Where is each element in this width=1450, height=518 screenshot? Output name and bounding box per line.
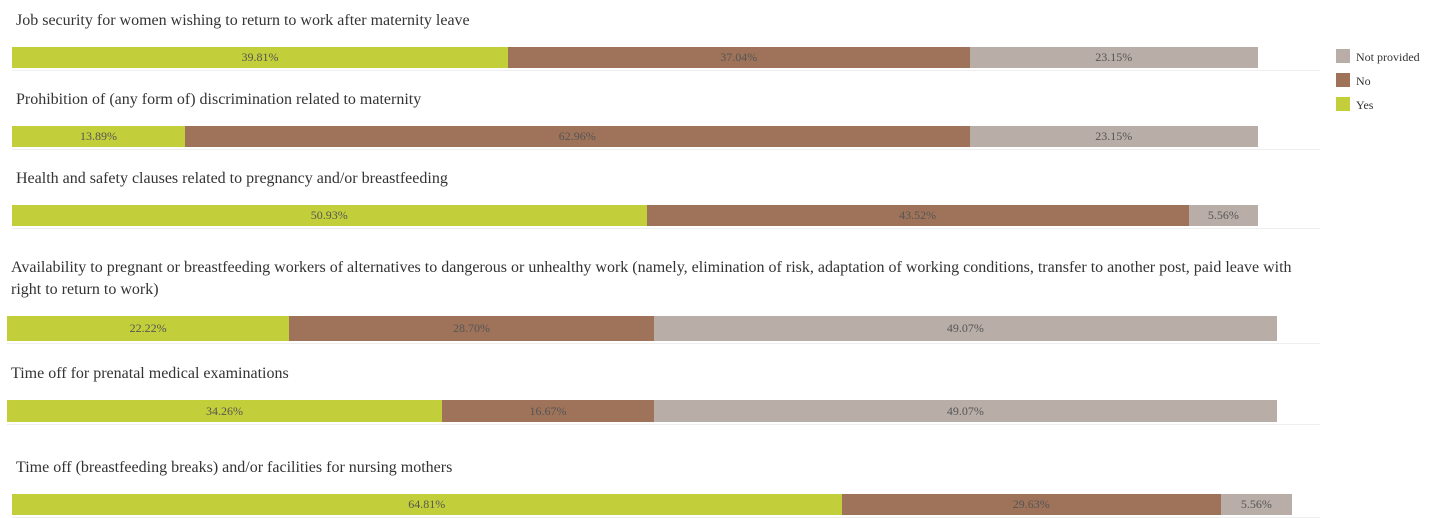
- row-title: Prohibition of (any form of) discriminat…: [16, 91, 422, 108]
- bar-segment: 16.67%: [442, 400, 654, 422]
- bar-segment: 64.81%: [12, 494, 842, 515]
- bar-segment: 23.15%: [969, 126, 1258, 147]
- bar-segment: 62.96%: [185, 126, 970, 147]
- bar-segment: 49.07%: [653, 400, 1277, 422]
- bar-segment: 49.07%: [653, 316, 1277, 341]
- legend-swatch: [1336, 73, 1350, 87]
- legend-swatch: [1336, 49, 1350, 63]
- legend-label: Not provided: [1356, 50, 1420, 64]
- value-label: 29.63%: [1012, 497, 1050, 511]
- row-divider: [12, 228, 1320, 229]
- value-label: 50.93%: [310, 208, 348, 222]
- legend-label: Yes: [1356, 98, 1374, 112]
- value-label: 34.26%: [206, 403, 244, 418]
- value-label: 5.56%: [1240, 497, 1272, 511]
- value-label: 5.56%: [1207, 208, 1239, 222]
- bar-segment: 43.52%: [646, 205, 1189, 226]
- bar-segment: 13.89%: [12, 126, 186, 147]
- bar-segment: 28.70%: [289, 316, 654, 341]
- bar-segment: 23.15%: [969, 47, 1258, 68]
- value-label: 43.52%: [899, 208, 937, 222]
- value-label: 28.70%: [452, 321, 490, 335]
- value-label: 49.07%: [946, 321, 984, 335]
- row-title: Availability to pregnant or breastfeedin…: [11, 259, 1292, 298]
- row-title: Health and safety clauses related to pre…: [16, 170, 448, 187]
- value-label: 23.15%: [1095, 129, 1133, 143]
- row-title: Time off for prenatal medical examinatio…: [11, 365, 289, 382]
- bar-segment: 39.81%: [12, 47, 509, 68]
- bar-segment: 34.26%: [7, 400, 443, 422]
- row-divider: [7, 343, 1320, 344]
- row-divider: [12, 149, 1320, 150]
- bar-segment: 5.56%: [1188, 205, 1258, 226]
- bar-segment: 22.22%: [7, 316, 290, 341]
- row-title: Job security for women wishing to return…: [16, 12, 470, 29]
- value-label: 49.07%: [946, 403, 984, 418]
- bar-segment: 50.93%: [12, 205, 647, 226]
- value-label: 39.81%: [241, 50, 279, 64]
- bar-segment: 29.63%: [841, 494, 1221, 515]
- value-label: 13.89%: [80, 129, 118, 143]
- legend-swatch: [1336, 97, 1350, 111]
- value-label: 64.81%: [408, 497, 446, 511]
- value-label: 62.96%: [558, 129, 596, 143]
- row-divider: [7, 424, 1320, 425]
- row-divider: [12, 70, 1320, 71]
- value-label: 16.67%: [529, 403, 567, 418]
- value-label: 37.04%: [720, 50, 758, 64]
- bar-segment: 5.56%: [1220, 494, 1292, 515]
- value-label: 22.22%: [129, 321, 167, 335]
- legend-label: No: [1356, 74, 1371, 88]
- bar-segment: 37.04%: [508, 47, 970, 68]
- row-title: Time off (breastfeeding breaks) and/or f…: [16, 459, 453, 476]
- value-label: 23.15%: [1095, 50, 1133, 64]
